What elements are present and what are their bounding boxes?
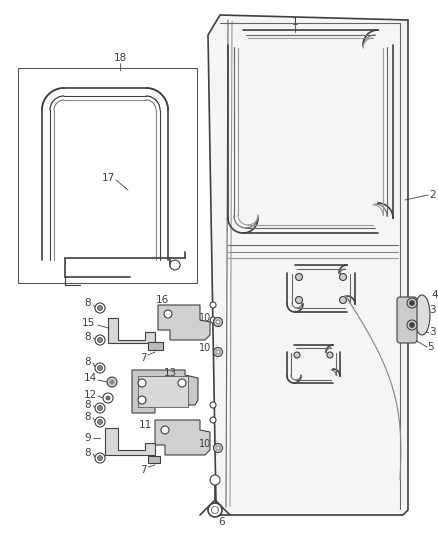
Text: 11: 11	[138, 420, 152, 430]
Text: 3: 3	[429, 305, 435, 315]
Circle shape	[110, 379, 114, 384]
Circle shape	[95, 403, 105, 413]
Text: 9: 9	[85, 433, 91, 443]
Circle shape	[294, 352, 300, 358]
Text: 3: 3	[429, 327, 435, 337]
Circle shape	[95, 417, 105, 427]
Circle shape	[407, 298, 417, 308]
Circle shape	[410, 301, 414, 305]
Circle shape	[213, 318, 223, 327]
Circle shape	[98, 456, 102, 461]
Circle shape	[208, 503, 222, 517]
Text: 8: 8	[85, 332, 91, 342]
Circle shape	[210, 317, 216, 323]
Circle shape	[161, 426, 169, 434]
Polygon shape	[155, 420, 210, 455]
Circle shape	[98, 366, 102, 370]
Circle shape	[339, 273, 346, 280]
Text: 13: 13	[163, 368, 177, 378]
Circle shape	[210, 302, 216, 308]
Circle shape	[107, 377, 117, 387]
Text: 6: 6	[219, 517, 225, 527]
Polygon shape	[414, 295, 430, 335]
Circle shape	[106, 395, 110, 400]
Circle shape	[216, 446, 220, 450]
Circle shape	[210, 417, 216, 423]
Text: 8: 8	[85, 298, 91, 308]
Text: 4: 4	[432, 290, 438, 300]
Text: 1: 1	[292, 17, 298, 27]
Circle shape	[138, 396, 146, 404]
Circle shape	[410, 322, 414, 327]
Circle shape	[212, 506, 219, 513]
Text: 8: 8	[85, 448, 91, 458]
Circle shape	[296, 296, 303, 303]
Polygon shape	[138, 376, 188, 407]
Bar	[148, 456, 160, 463]
Circle shape	[327, 352, 333, 358]
Circle shape	[339, 296, 346, 303]
Circle shape	[210, 402, 216, 408]
Polygon shape	[108, 318, 155, 343]
Text: 12: 12	[83, 390, 97, 400]
Circle shape	[95, 303, 105, 313]
FancyBboxPatch shape	[397, 297, 417, 343]
Bar	[148, 342, 163, 350]
Circle shape	[98, 337, 102, 343]
Text: 15: 15	[81, 318, 95, 328]
Text: 8: 8	[85, 400, 91, 410]
Text: 18: 18	[113, 53, 127, 63]
Circle shape	[213, 348, 223, 357]
Circle shape	[213, 443, 223, 453]
Text: 10: 10	[199, 313, 211, 323]
Circle shape	[216, 350, 220, 354]
Bar	[18, 68, 197, 283]
Text: 10: 10	[199, 439, 211, 449]
Text: 7: 7	[140, 353, 146, 363]
Circle shape	[95, 363, 105, 373]
Polygon shape	[208, 15, 408, 515]
Circle shape	[178, 379, 186, 387]
Text: 8: 8	[85, 357, 91, 367]
Circle shape	[98, 305, 102, 311]
Circle shape	[98, 406, 102, 410]
Circle shape	[216, 320, 220, 324]
Text: 5: 5	[427, 342, 433, 352]
Circle shape	[98, 419, 102, 424]
Circle shape	[95, 335, 105, 345]
Text: 2: 2	[430, 190, 436, 200]
Polygon shape	[158, 305, 210, 340]
Circle shape	[407, 320, 417, 330]
Text: 8: 8	[85, 412, 91, 422]
Circle shape	[103, 393, 113, 403]
Circle shape	[95, 453, 105, 463]
Circle shape	[210, 475, 220, 485]
Polygon shape	[132, 370, 198, 413]
Circle shape	[170, 260, 180, 270]
Text: 14: 14	[83, 373, 97, 383]
Polygon shape	[105, 428, 155, 455]
Circle shape	[138, 379, 146, 387]
Circle shape	[296, 273, 303, 280]
Text: 16: 16	[155, 295, 169, 305]
Text: 7: 7	[140, 465, 146, 475]
FancyBboxPatch shape	[228, 28, 393, 235]
Text: 10: 10	[199, 343, 211, 353]
Text: 17: 17	[101, 173, 115, 183]
Circle shape	[164, 310, 172, 318]
